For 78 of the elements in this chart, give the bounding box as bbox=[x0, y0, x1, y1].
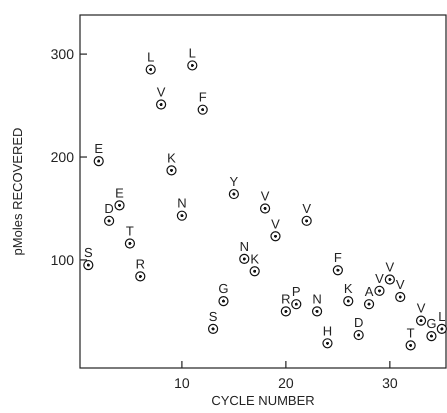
annotation: N bbox=[312, 291, 322, 306]
point bbox=[280, 306, 291, 316]
point bbox=[208, 324, 218, 334]
point bbox=[416, 316, 426, 326]
y-tick-label: 200 bbox=[50, 149, 74, 166]
x-tick-label: 20 bbox=[278, 375, 294, 391]
annotation: D bbox=[104, 200, 114, 216]
annotation: V bbox=[302, 200, 312, 216]
annotation: D bbox=[354, 315, 364, 330]
point bbox=[156, 99, 166, 110]
point bbox=[426, 330, 437, 342]
y-tick-label: 300 bbox=[50, 46, 74, 62]
annotation: K bbox=[344, 281, 353, 296]
point bbox=[239, 254, 250, 264]
y-tick-label: 100 bbox=[50, 252, 74, 268]
point bbox=[322, 338, 333, 348]
point bbox=[395, 292, 406, 302]
annotation: V bbox=[396, 276, 405, 292]
point bbox=[302, 216, 312, 226]
annotation: V bbox=[386, 259, 395, 274]
point bbox=[436, 324, 447, 334]
annotation: P bbox=[292, 284, 301, 300]
annotation: R bbox=[281, 291, 291, 306]
annotation: N bbox=[177, 196, 187, 211]
point bbox=[187, 60, 198, 71]
x-tick-label: 10 bbox=[174, 375, 190, 391]
point bbox=[104, 216, 114, 226]
annotation: F bbox=[334, 250, 342, 266]
point bbox=[114, 200, 125, 210]
point bbox=[291, 299, 302, 310]
annotation: V bbox=[156, 84, 166, 100]
x-tick-label: 30 bbox=[382, 375, 398, 391]
annotation: V bbox=[416, 300, 426, 316]
point bbox=[354, 330, 364, 340]
point bbox=[312, 306, 322, 316]
annotation: F bbox=[198, 90, 207, 105]
point bbox=[198, 104, 208, 115]
y-axis-title: pMoles RECOVERED bbox=[10, 128, 25, 256]
x-axis-title: CYCLE NUMBER bbox=[211, 393, 315, 408]
annotation: V bbox=[260, 188, 270, 204]
point bbox=[364, 299, 374, 310]
annotation: H bbox=[322, 323, 332, 338]
annotation: G bbox=[426, 316, 437, 332]
point bbox=[124, 238, 136, 249]
point bbox=[250, 266, 260, 276]
annotation: A bbox=[364, 284, 374, 300]
annotation: K bbox=[167, 150, 176, 166]
point bbox=[228, 188, 239, 200]
annotation: L bbox=[147, 50, 154, 65]
point bbox=[260, 203, 270, 214]
annotation: N bbox=[240, 238, 249, 254]
point bbox=[384, 274, 395, 285]
point bbox=[176, 210, 187, 221]
annotation: R bbox=[136, 256, 145, 272]
point bbox=[343, 296, 354, 306]
annotation: Y bbox=[230, 174, 239, 190]
point bbox=[135, 271, 146, 282]
annotation: V bbox=[271, 216, 280, 232]
point bbox=[270, 231, 281, 242]
annotation: K bbox=[250, 251, 260, 266]
point bbox=[332, 265, 343, 276]
point bbox=[406, 340, 416, 350]
point bbox=[166, 165, 177, 176]
annotation: G bbox=[218, 281, 229, 296]
annotation: T bbox=[406, 325, 415, 340]
annotation: V bbox=[375, 270, 384, 286]
annotation: E bbox=[115, 185, 124, 200]
point bbox=[146, 64, 156, 75]
annotation: L bbox=[438, 308, 446, 324]
annotation: E bbox=[94, 141, 104, 156]
point bbox=[83, 260, 94, 270]
point bbox=[218, 296, 229, 306]
annotation: S bbox=[84, 245, 93, 260]
point bbox=[94, 156, 104, 166]
annotation: L bbox=[188, 45, 196, 60]
point bbox=[374, 286, 385, 296]
annotation: S bbox=[208, 308, 218, 324]
annotation: T bbox=[126, 223, 134, 238]
